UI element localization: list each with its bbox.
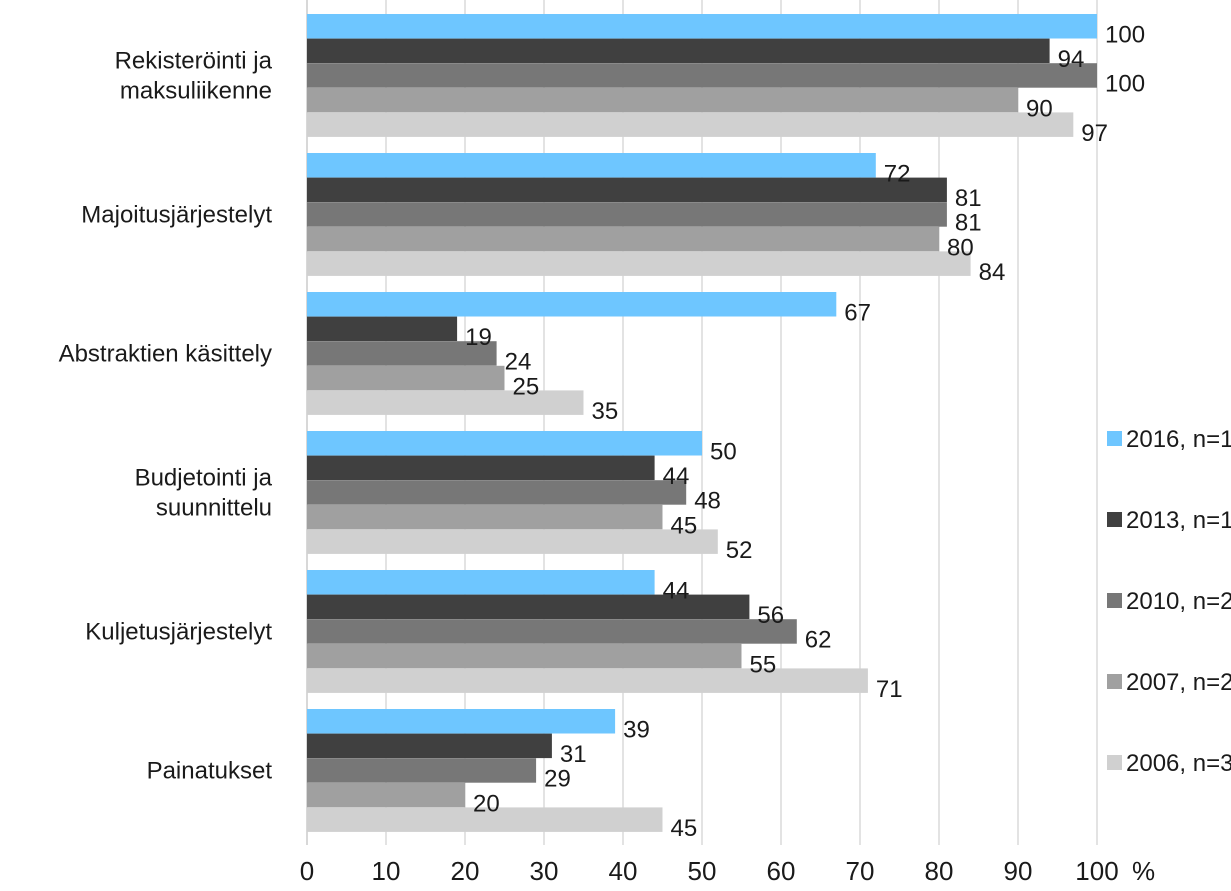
data-label: 84 — [979, 259, 1006, 286]
category-label: Rekisteröinti ja — [115, 48, 273, 75]
data-label: 20 — [473, 790, 500, 817]
x-tick-label: 20 — [451, 856, 480, 886]
bar — [307, 455, 655, 481]
bar — [307, 292, 837, 317]
category-label: Painatukset — [147, 758, 273, 785]
bar — [307, 709, 616, 734]
legend-label: 2016, n=18 — [1126, 426, 1231, 453]
bar — [307, 529, 718, 554]
x-tick-label: 70 — [846, 856, 875, 886]
data-label: 29 — [544, 766, 571, 793]
x-tick-label: 60 — [767, 856, 796, 886]
legend-swatch — [1107, 512, 1122, 527]
data-label: 45 — [671, 815, 698, 842]
x-tick-label: 30 — [530, 856, 559, 886]
data-label: 81 — [955, 185, 982, 212]
bar — [307, 570, 655, 595]
legend-swatch — [1107, 431, 1122, 446]
bar — [307, 668, 868, 693]
data-label: 25 — [513, 373, 540, 400]
x-tick-label: 10 — [372, 856, 401, 886]
data-label: 39 — [623, 717, 650, 744]
bar — [307, 365, 505, 391]
data-label: 71 — [876, 676, 903, 703]
bar — [307, 619, 797, 644]
x-tick-label: 0 — [300, 856, 314, 886]
legend-label: 2013, n=16 — [1126, 507, 1231, 534]
bar — [307, 643, 742, 669]
bar — [307, 341, 497, 366]
legend-label: 2010, n=21 — [1126, 588, 1231, 615]
bar — [307, 202, 947, 227]
legend-label: 2007, n=20 — [1126, 669, 1231, 696]
data-label: 81 — [955, 210, 982, 237]
category-label: suunnittelu — [156, 495, 272, 522]
data-label: 100 — [1105, 71, 1145, 98]
bar — [307, 251, 971, 276]
category-labels: Rekisteröinti ja maksuliikenne Majoitusjär… — [59, 48, 273, 785]
x-axis-ticks: 0 10 20 30 40 50 60 70 80 90 100% — [300, 856, 1155, 886]
bar — [307, 38, 1050, 64]
data-label: 97 — [1081, 120, 1108, 147]
legend: 2016, n=18 2013, n=16 2010, n=21 2007, n=20… — [1107, 426, 1231, 777]
bar — [307, 594, 750, 620]
data-label: 90 — [1026, 95, 1053, 122]
bar — [307, 480, 687, 505]
legend-swatch — [1107, 674, 1122, 689]
bar — [307, 390, 584, 415]
x-tick-label: 90 — [1004, 856, 1033, 886]
x-unit-label: % — [1132, 856, 1155, 886]
x-tick-label: 80 — [925, 856, 954, 886]
data-label: 67 — [844, 300, 871, 327]
bar — [307, 63, 1097, 88]
category-label: Majoitusjärjestelyt — [81, 202, 272, 229]
bar — [307, 112, 1074, 137]
data-label: 31 — [560, 741, 587, 768]
bar — [307, 87, 1018, 113]
category-label: Abstraktien käsittely — [59, 341, 272, 368]
data-label: 80 — [947, 234, 974, 261]
data-label: 62 — [805, 627, 832, 654]
data-label: 50 — [710, 439, 737, 466]
bar — [307, 177, 947, 203]
bar — [307, 153, 876, 178]
bar — [307, 14, 1097, 39]
legend-swatch — [1107, 593, 1122, 608]
data-label: 48 — [694, 488, 721, 515]
bars — [307, 14, 1097, 832]
legend-swatch — [1107, 755, 1122, 770]
data-label: 19 — [465, 324, 492, 351]
data-label: 94 — [1058, 46, 1085, 73]
bar — [307, 504, 663, 530]
data-label: 52 — [726, 537, 753, 564]
data-label: 72 — [884, 161, 911, 188]
x-tick-label: 100 — [1075, 856, 1118, 886]
gridlines — [306, 0, 1098, 845]
bar — [307, 431, 702, 456]
bar — [307, 733, 552, 759]
data-label: 55 — [750, 651, 777, 678]
bar — [307, 758, 537, 783]
data-label: 35 — [592, 398, 619, 425]
value-labels: 1009410090977281818084671924253550444845… — [465, 22, 1145, 842]
data-label: 24 — [505, 349, 532, 376]
data-label: 44 — [663, 578, 690, 605]
bar — [307, 226, 939, 252]
data-label: 45 — [671, 512, 698, 539]
x-tick-label: 50 — [688, 856, 717, 886]
legend-label: 2006, n=31 — [1126, 750, 1231, 777]
category-label: Kuljetusjärjestelyt — [85, 619, 272, 646]
bar — [307, 782, 465, 808]
category-label: maksuliikenne — [120, 78, 272, 105]
data-label: 56 — [757, 602, 784, 629]
x-tick-label: 40 — [609, 856, 638, 886]
bar — [307, 807, 663, 832]
data-label: 100 — [1105, 22, 1145, 49]
bar — [307, 316, 458, 342]
data-label: 44 — [663, 463, 690, 490]
category-label: Budjetointi ja — [135, 465, 273, 492]
